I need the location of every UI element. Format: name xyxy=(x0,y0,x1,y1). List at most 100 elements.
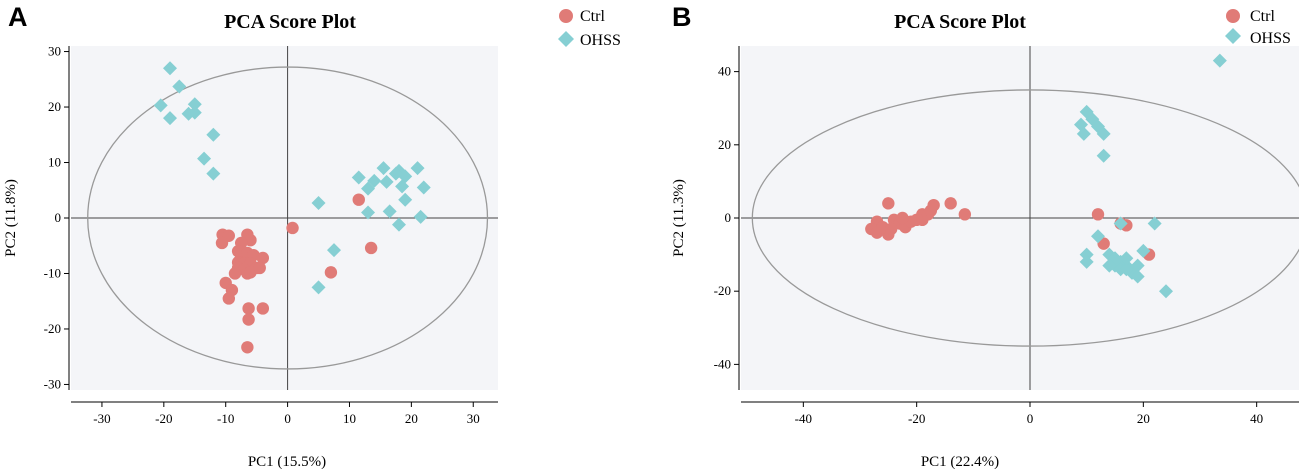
point-ohss xyxy=(163,111,178,126)
point-ohss xyxy=(1212,53,1227,68)
point-ohss xyxy=(187,97,202,112)
x-tick-label: -20 xyxy=(908,411,925,426)
panel-b-x-label: PC1 (22.4%) xyxy=(921,454,999,469)
x-tick-label: -30 xyxy=(93,411,110,426)
point-ohss xyxy=(172,79,187,94)
x-tick-label: -10 xyxy=(217,411,234,426)
point-ohss xyxy=(1159,284,1173,299)
point-ctrl xyxy=(228,267,242,280)
y-tick-label: 20 xyxy=(718,137,731,152)
point-ohss xyxy=(395,179,410,194)
point-ohss xyxy=(379,174,394,189)
point-ohss xyxy=(391,217,406,232)
point-ohss xyxy=(1130,258,1145,273)
point-ctrl xyxy=(324,266,338,279)
point-ctrl xyxy=(256,302,270,315)
point-ohss xyxy=(1079,247,1094,262)
confidence-ellipse xyxy=(751,89,1299,347)
point-ohss xyxy=(1136,243,1151,258)
panel-a-legend: Ctrl OHSS xyxy=(558,8,621,49)
panel-b-y-label: PC2 (11.3%) xyxy=(671,179,687,257)
point-ohss xyxy=(206,166,221,181)
point-ohss xyxy=(163,61,178,76)
confidence-ellipse xyxy=(87,66,489,370)
point-ohss xyxy=(327,243,342,258)
point-ctrl xyxy=(242,302,255,315)
x-tick-label: -40 xyxy=(795,411,812,426)
legend-ctrl-label: Ctrl xyxy=(580,8,605,25)
point-ctrl xyxy=(244,266,257,279)
point-ohss xyxy=(1096,126,1111,141)
point-ctrl xyxy=(256,251,270,265)
panel-a-letter: A xyxy=(8,2,28,32)
y-tick-label: 0 xyxy=(55,210,62,225)
panel-a: A -30 -20 -10 0 10 20 30 -30 -20 -10 0 10 20 30 PCA S… xyxy=(3,2,621,469)
x-tick-label: 30 xyxy=(467,411,480,426)
point-ctrl xyxy=(352,193,365,206)
point-ctrl xyxy=(242,313,255,326)
point-ctrl xyxy=(364,241,378,255)
point-ctrl xyxy=(253,261,266,275)
point-ohss xyxy=(1119,251,1134,266)
point-ohss xyxy=(351,170,366,185)
point-ctrl xyxy=(882,197,895,210)
panel-a-x-label: PC1 (15.5%) xyxy=(248,454,326,469)
legend-ohss-label: OHSS xyxy=(580,32,621,49)
y-tick-label: -30 xyxy=(44,376,61,391)
legend-ctrl-marker xyxy=(559,9,573,23)
point-ctrl xyxy=(222,292,236,305)
point-ohss xyxy=(367,173,382,188)
point-ohss xyxy=(1102,258,1117,273)
point-ohss xyxy=(1076,126,1091,141)
point-ohss xyxy=(1091,229,1105,244)
point-ohss xyxy=(1119,262,1134,277)
point-ctrl xyxy=(884,222,898,236)
legend-ohss-marker xyxy=(1225,28,1241,44)
legend-ohss-marker xyxy=(558,31,574,47)
point-ctrl xyxy=(215,236,229,250)
x-tick-label: -20 xyxy=(155,411,172,426)
panel-b-title: PCA Score Plot xyxy=(894,11,1026,33)
legend-ctrl-label: Ctrl xyxy=(1250,8,1275,25)
panel-a-title: PCA Score Plot xyxy=(224,11,356,33)
x-tick-label: 0 xyxy=(284,411,291,426)
legend-ohss-label: OHSS xyxy=(1250,30,1291,47)
point-ctrl xyxy=(241,341,254,354)
panel-b-legend: Ctrl OHSS xyxy=(1225,8,1291,47)
x-tick-label: 0 xyxy=(1027,411,1034,426)
point-ohss xyxy=(398,192,413,207)
point-ctrl xyxy=(896,211,909,225)
legend-ctrl-marker xyxy=(1226,9,1240,23)
point-ohss xyxy=(410,161,425,176)
y-tick-label: 20 xyxy=(48,99,61,114)
point-ctrl xyxy=(958,208,972,221)
point-ohss xyxy=(1096,148,1111,163)
point-ctrl xyxy=(927,198,940,212)
y-tick-label: -20 xyxy=(714,283,731,298)
point-ohss xyxy=(197,151,212,166)
point-ohss xyxy=(382,204,397,219)
x-tick-label: 10 xyxy=(343,411,356,426)
y-tick-label: 0 xyxy=(725,210,732,225)
point-ohss xyxy=(1130,269,1145,284)
y-tick-label: -20 xyxy=(44,321,61,336)
y-tick-label: 30 xyxy=(48,44,61,59)
y-tick-label: -40 xyxy=(714,356,731,371)
point-ohss xyxy=(416,180,431,195)
point-ctrl xyxy=(944,197,957,210)
x-tick-label: 20 xyxy=(1137,411,1150,426)
point-ohss xyxy=(181,106,196,121)
point-ohss xyxy=(1147,216,1162,231)
point-ohss xyxy=(1113,216,1128,231)
point-ohss xyxy=(206,127,221,142)
panel-b-letter: B xyxy=(672,2,692,32)
point-ohss xyxy=(1079,254,1094,269)
point-ohss xyxy=(413,209,428,224)
point-ohss xyxy=(311,280,326,295)
point-ohss xyxy=(376,161,391,176)
x-tick-label: 40 xyxy=(1250,411,1263,426)
panel-a-y-label: PC2 (11.8%) xyxy=(3,179,19,257)
y-tick-label: -10 xyxy=(44,265,61,280)
